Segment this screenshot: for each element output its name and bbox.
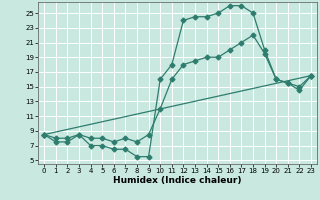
X-axis label: Humidex (Indice chaleur): Humidex (Indice chaleur) bbox=[113, 176, 242, 185]
